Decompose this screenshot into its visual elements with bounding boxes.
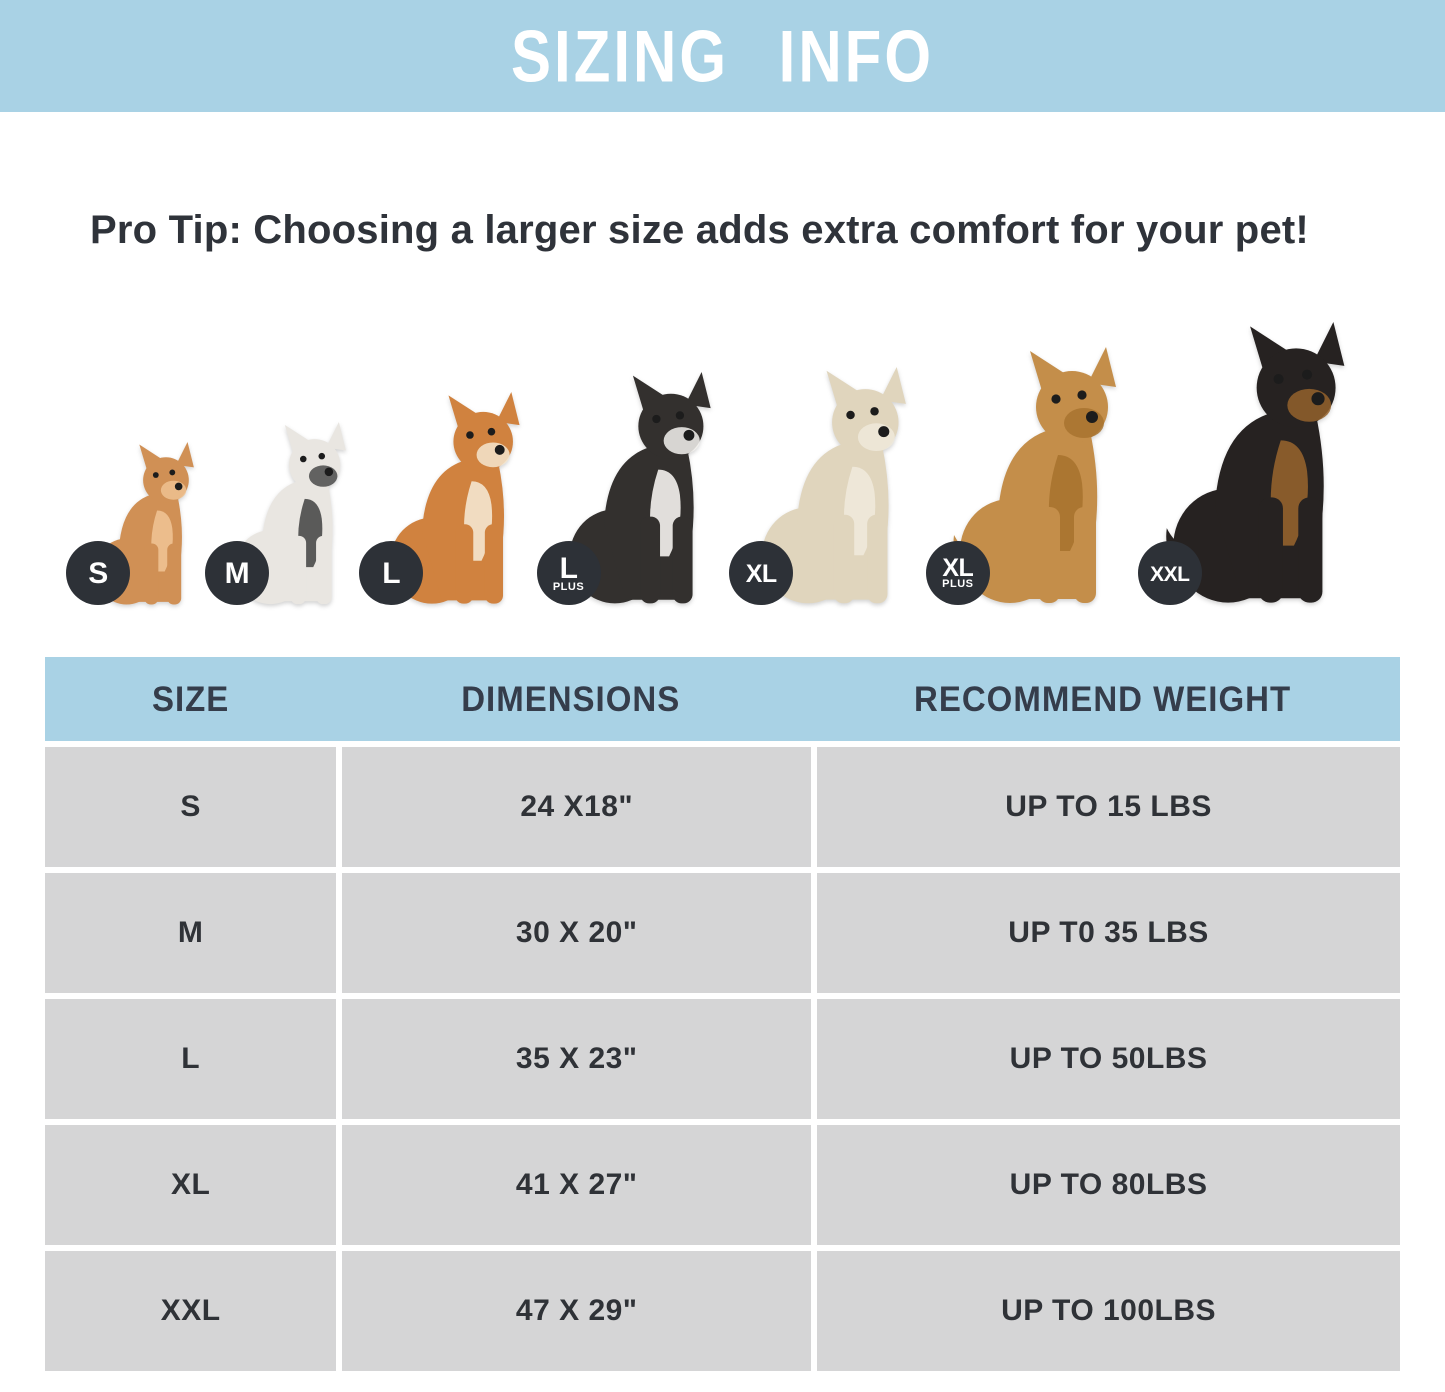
size-badge-l: L: [359, 541, 424, 605]
dog-item-pomeranian: S: [66, 442, 213, 607]
table-row-m: M 30 X 20" UP T0 35 LBS: [45, 873, 1400, 993]
table-row-xl: XL 41 X 27" UP TO 80LBS: [45, 1125, 1400, 1245]
cell-dimensions: 41 X 27": [342, 1125, 812, 1245]
cell-size: S: [45, 747, 337, 867]
size-badge-label: XL: [745, 559, 777, 588]
cell-size: M: [45, 873, 337, 993]
cell-weight: UP TO 15 LBS: [817, 747, 1400, 867]
size-badge-sublabel: PLUS: [942, 578, 974, 590]
size-badge-sublabel: PLUS: [552, 580, 585, 593]
size-badge-s: S: [66, 541, 130, 605]
dog-item-shiba-inu: L: [359, 392, 544, 607]
banner: SIZING INFO: [0, 0, 1445, 112]
size-badge-l-plus: L PLUS: [536, 541, 601, 605]
size-badge-label: M: [224, 557, 250, 590]
size-badge-label: XXL: [1150, 562, 1190, 586]
dog-item-golden-retriever: XL PLUS: [925, 347, 1146, 607]
table-row-s: S 24 X18" UP TO 15 LBS: [45, 747, 1400, 867]
banner-title: SIZING INFO: [511, 15, 934, 97]
column-header-recommend-weight: RECOMMEND WEIGHT: [913, 678, 1292, 719]
column-header-size: SIZE: [151, 678, 230, 719]
size-badge-label: L: [559, 551, 578, 585]
cell-size: XL: [45, 1125, 337, 1245]
column-header-dimensions: DIMENSIONS: [461, 678, 681, 719]
dog-item-doberman: XXL: [1137, 322, 1377, 607]
size-badge-xxl: XXL: [1137, 541, 1202, 605]
cell-weight: UP TO 50LBS: [817, 999, 1400, 1119]
cell-dimensions: 24 X18": [342, 747, 812, 867]
table-row-l: L 35 X 23" UP TO 50LBS: [45, 999, 1400, 1119]
table-header-row: SIZE DIMENSIONS RECOMMEND WEIGHT: [45, 657, 1400, 741]
size-badge-xl: XL: [729, 541, 794, 605]
cell-dimensions: 35 X 23": [342, 999, 812, 1119]
cell-size: L: [45, 999, 337, 1119]
size-badge-label: S: [88, 557, 108, 590]
cell-weight: UP TO 80LBS: [817, 1125, 1400, 1245]
size-badge-label: XL: [942, 554, 974, 582]
size-badge-label: L: [382, 557, 401, 590]
pro-tip-text: Pro Tip: Choosing a larger size adds ext…: [90, 208, 1309, 252]
dog-item-labrador: XL: [729, 367, 934, 607]
size-badge-xl-plus: XL PLUS: [925, 541, 990, 605]
cell-dimensions: 30 X 20": [342, 873, 812, 993]
cell-weight: UP TO 100LBS: [817, 1251, 1400, 1371]
cell-dimensions: 47 X 29": [342, 1251, 812, 1371]
dog-item-border-collie: L PLUS: [536, 372, 738, 607]
sizing-table: SIZE DIMENSIONS RECOMMEND WEIGHT S 24 X1…: [45, 657, 1400, 1371]
table-row-xxl: XXL 47 X 29" UP TO 100LBS: [45, 1251, 1400, 1371]
cell-weight: UP T0 35 LBS: [817, 873, 1400, 993]
size-badge-m: M: [204, 541, 269, 605]
dogs-size-row: S M L L PLUS XL XL PLUS: [0, 305, 1445, 607]
cell-size: XXL: [45, 1251, 337, 1371]
dog-item-french-bulldog: M: [204, 422, 367, 607]
